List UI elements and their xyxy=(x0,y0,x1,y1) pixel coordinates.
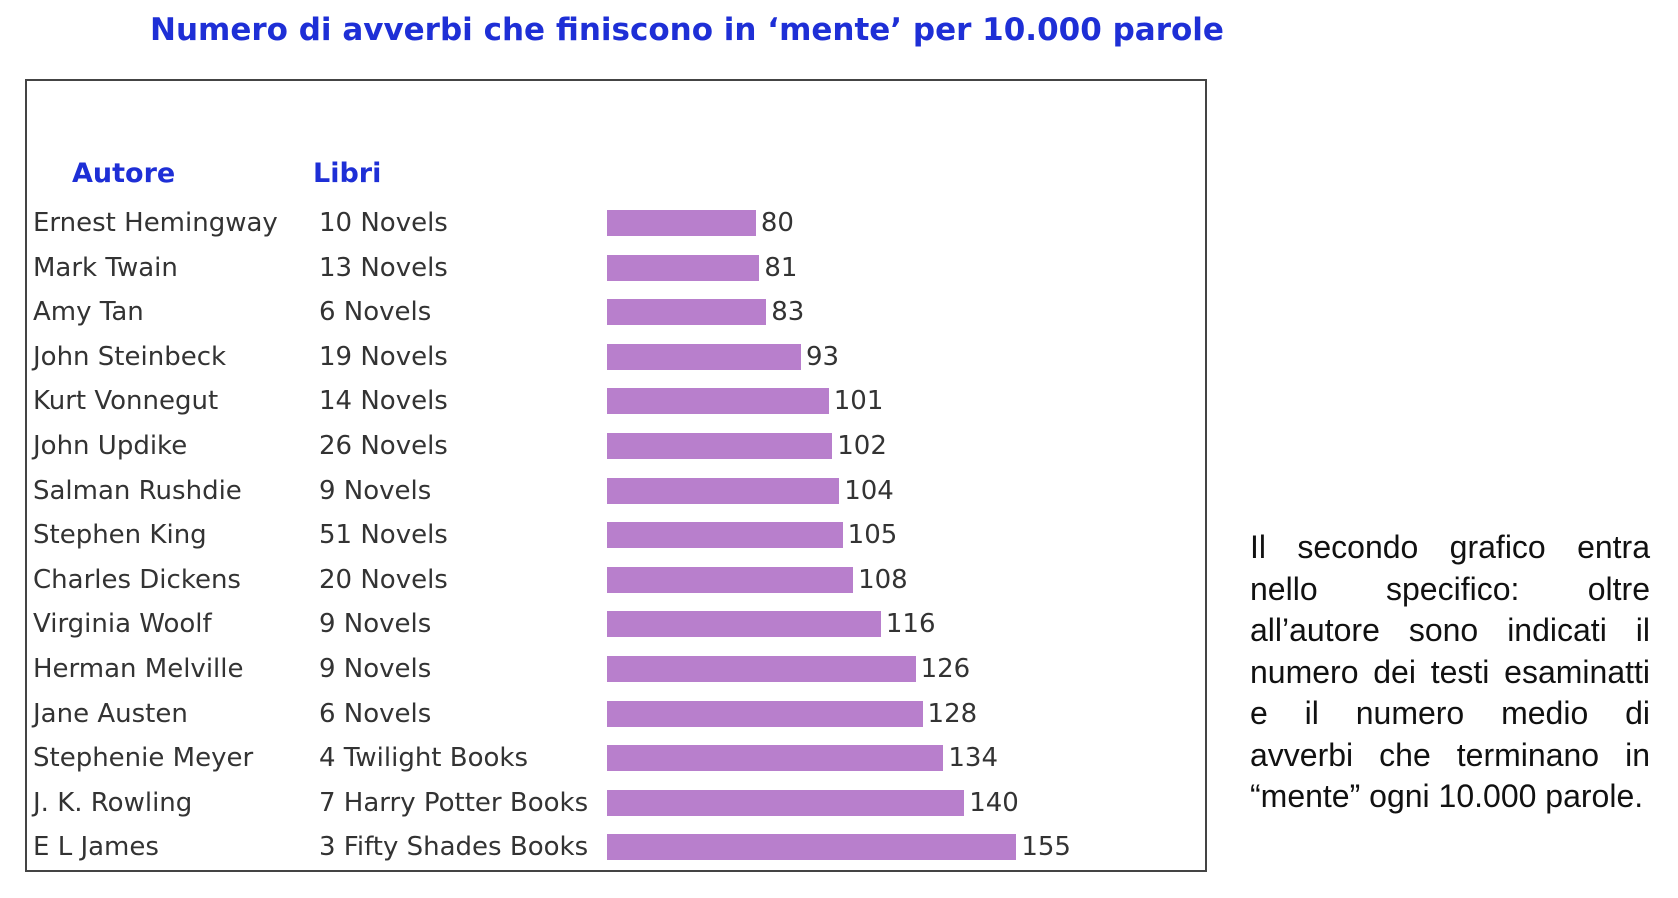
books-label: 26 Novels xyxy=(319,431,448,461)
table-row: John Steinbeck 19 Novels 93 xyxy=(0,335,1210,379)
bar-value-label: 108 xyxy=(858,564,908,595)
bar xyxy=(607,700,923,727)
bar xyxy=(607,834,1017,861)
bar-value-label: 104 xyxy=(844,475,894,506)
bar-value-label: 81 xyxy=(764,252,798,283)
author-label: John Steinbeck xyxy=(33,341,227,372)
bar-value-label: 83 xyxy=(771,297,805,328)
author-label: Ernest Hemingway xyxy=(33,208,278,238)
bar-value-label: 93 xyxy=(805,341,840,372)
bar-value-label: 105 xyxy=(847,520,898,551)
bar xyxy=(607,656,916,682)
bar-value-label: 101 xyxy=(833,386,884,417)
table-row: Charles Dickens 20 Novels 108 xyxy=(0,558,1210,602)
books-label: 51 Novels xyxy=(319,520,448,551)
bar xyxy=(607,566,854,593)
bar-value-label: 140 xyxy=(969,787,1019,818)
bar-value-label: 116 xyxy=(885,609,936,640)
books-label: 6 Novels xyxy=(319,297,432,328)
books-label: 9 Novels xyxy=(319,654,432,684)
books-label: 10 Novels xyxy=(319,208,448,238)
books-label: 3 Fifty Shades Books xyxy=(319,832,589,863)
books-label: 6 Novels xyxy=(319,698,432,729)
books-column-header: Libri xyxy=(313,158,382,189)
books-label: 20 Novels xyxy=(319,564,448,595)
author-label: John Updike xyxy=(33,431,188,461)
table-row: Virginia Woolf 9 Novels 116 xyxy=(0,602,1210,646)
table-row: Kurt Vonnegut 14 Novels 101 xyxy=(0,379,1210,423)
table-row: E L James 3 Fifty Shades Books 155 xyxy=(0,825,1210,869)
bar xyxy=(607,299,767,326)
bar-value-label: 80 xyxy=(760,208,794,238)
books-label: 9 Novels xyxy=(319,475,432,506)
table-row: Stephenie Meyer 4 Twilight Books 134 xyxy=(0,736,1210,780)
bar xyxy=(607,745,944,772)
books-label: 14 Novels xyxy=(319,386,448,417)
books-label: 4 Twilight Books xyxy=(319,743,529,774)
table-row: Salman Rushdie 9 Novels 104 xyxy=(0,469,1210,513)
bar-value-label: 102 xyxy=(837,431,887,461)
bar xyxy=(607,477,840,504)
bar xyxy=(607,433,833,459)
bar xyxy=(607,210,756,236)
author-label: Kurt Vonnegut xyxy=(33,386,219,417)
bar xyxy=(607,789,965,816)
bar-value-label: 155 xyxy=(1021,832,1071,863)
author-label: E L James xyxy=(33,832,159,863)
table-row: John Updike 26 Novels 102 xyxy=(0,424,1210,468)
books-label: 7 Harry Potter Books xyxy=(319,787,589,818)
bar-value-label: 126 xyxy=(920,654,971,684)
description-text: Il secondo grafico entra nello specifico… xyxy=(1250,529,1650,814)
bar-value-label: 128 xyxy=(927,698,978,729)
author-label: Jane Austen xyxy=(33,698,188,729)
author-label: Herman Melville xyxy=(33,654,244,684)
author-label: Charles Dickens xyxy=(33,564,241,595)
bar xyxy=(607,522,843,549)
author-label: Virginia Woolf xyxy=(33,609,212,640)
author-label: Salman Rushdie xyxy=(33,475,242,506)
bar xyxy=(607,611,881,638)
author-label: Stephenie Meyer xyxy=(33,743,254,774)
author-column-header: Autore xyxy=(72,158,176,189)
author-label: J. K. Rowling xyxy=(33,787,193,818)
bar xyxy=(607,343,801,370)
books-label: 13 Novels xyxy=(319,252,448,283)
table-row: Amy Tan 6 Novels 83 xyxy=(0,290,1210,334)
table-row: Herman Melville 9 Novels 126 xyxy=(0,647,1210,691)
books-label: 19 Novels xyxy=(319,341,448,372)
author-label: Amy Tan xyxy=(33,297,144,328)
chart-title: Numero di avverbi che finiscono in ‘ment… xyxy=(150,12,1224,48)
bar-value-label: 134 xyxy=(948,743,999,774)
table-row: Jane Austen 6 Novels 128 xyxy=(0,692,1210,736)
table-row: J. K. Rowling 7 Harry Potter Books 140 xyxy=(0,781,1210,825)
table-row: Mark Twain 13 Novels 81 xyxy=(0,246,1210,290)
bar xyxy=(607,254,760,281)
author-label: Mark Twain xyxy=(33,252,178,283)
author-label: Stephen King xyxy=(33,520,207,551)
books-label: 9 Novels xyxy=(319,609,432,640)
table-row: Ernest Hemingway 10 Novels 80 xyxy=(0,201,1210,245)
bar xyxy=(607,388,829,415)
table-row: Stephen King 51 Novels 105 xyxy=(0,513,1210,557)
